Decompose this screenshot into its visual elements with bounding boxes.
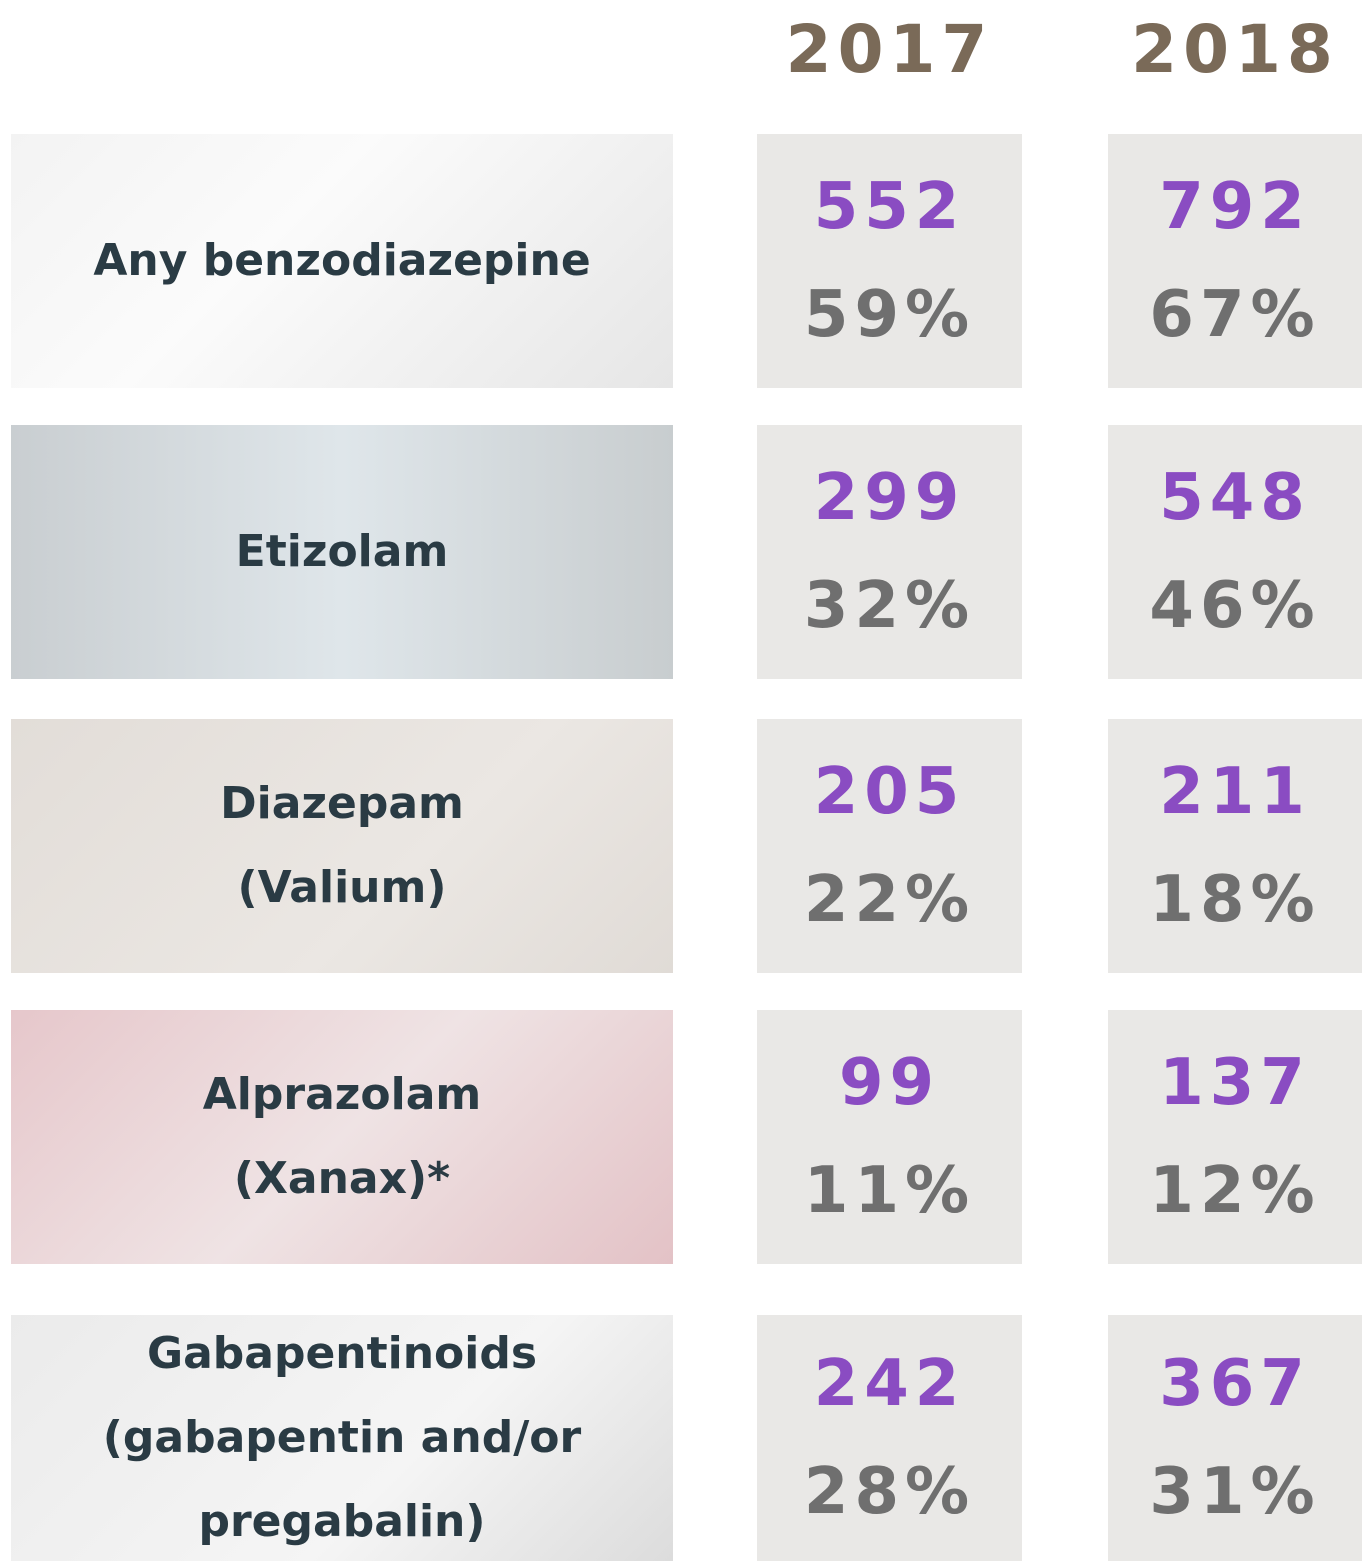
value-cell: 299 32% (757, 425, 1022, 679)
value-cell: 99 11% (757, 1010, 1022, 1264)
year-header: 2017 (785, 11, 994, 88)
label-line: Etizolam (235, 526, 449, 577)
value-cell: 242 28% (757, 1315, 1022, 1561)
value-cell: 205 22% (757, 719, 1022, 973)
percent: 28% (803, 1455, 976, 1529)
label-line: (Xanax)* (233, 1153, 451, 1204)
percent: 59% (803, 278, 976, 352)
count: 211 (1159, 755, 1311, 829)
percent: 31% (1149, 1455, 1321, 1529)
percent: 11% (803, 1154, 976, 1228)
label-line: (gabapentin and/or (102, 1412, 582, 1463)
count: 299 (813, 461, 966, 535)
row-label: Diazepam (Valium) (11, 719, 673, 973)
percent: 18% (1149, 863, 1321, 937)
value-cell: 367 31% (1108, 1315, 1362, 1561)
label-line: Any benzodiazepine (93, 235, 591, 286)
label-line: Diazepam (220, 778, 464, 829)
count: 242 (813, 1347, 966, 1421)
year-header: 2018 (1131, 11, 1339, 88)
percent: 46% (1149, 569, 1321, 643)
count: 548 (1159, 461, 1311, 535)
count: 205 (813, 755, 966, 829)
value-cell: 137 12% (1108, 1010, 1362, 1264)
value-cell: 548 46% (1108, 425, 1362, 679)
value-cell: 552 59% (757, 134, 1022, 388)
value-cell: 792 67% (1108, 134, 1362, 388)
row-label: Any benzodiazepine (11, 134, 673, 388)
count: 367 (1159, 1347, 1311, 1421)
label-line: Alprazolam (202, 1069, 482, 1120)
row-label: Alprazolam (Xanax)* (11, 1010, 673, 1264)
row-label: Gabapentinoids (gabapentin and/or pregabal… (11, 1315, 673, 1561)
percent: 12% (1149, 1154, 1321, 1228)
label-line: (Valium) (237, 862, 447, 913)
count: 137 (1159, 1046, 1311, 1120)
row-label: Etizolam (11, 425, 673, 679)
label-line: Gabapentinoids (146, 1328, 538, 1379)
label-line: pregabalin) (198, 1496, 486, 1547)
percent: 22% (803, 863, 976, 937)
value-cell: 211 18% (1108, 719, 1362, 973)
count: 99 (838, 1046, 941, 1120)
count: 552 (813, 170, 966, 244)
percent: 32% (803, 569, 976, 643)
count: 792 (1159, 170, 1311, 244)
percent: 67% (1149, 278, 1321, 352)
